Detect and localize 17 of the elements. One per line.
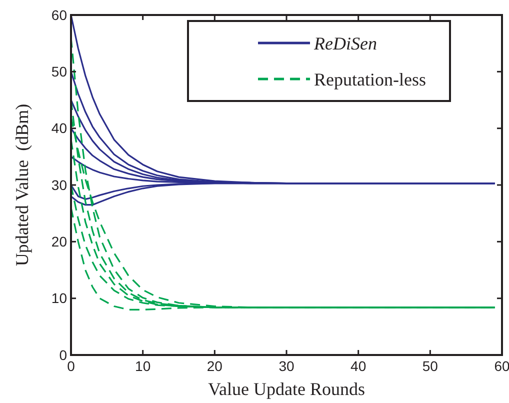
x-tick-label: 10 (135, 358, 151, 374)
y-tick-label: 20 (51, 234, 68, 250)
legend-label: ReDiSen (313, 33, 377, 54)
y-tick-label: 50 (51, 64, 68, 80)
y-tick-label: 10 (51, 290, 68, 306)
x-axis-title: Value Update Rounds (208, 379, 365, 399)
x-tick-label: 30 (278, 358, 294, 374)
x-tick-label: 50 (422, 358, 438, 374)
y-tick-label: 60 (51, 6, 68, 23)
x-tick-label: 60 (494, 358, 509, 374)
y-tick-label: 0 (59, 346, 68, 363)
legend-label: Reputation-less (314, 69, 426, 90)
y-axis-title: Updated Value (dBm) (12, 104, 32, 266)
y-tick-label: 30 (51, 176, 68, 193)
x-tick-label: 20 (206, 358, 223, 374)
x-tick-label: 40 (350, 358, 366, 374)
y-tick-label: 40 (51, 120, 68, 136)
